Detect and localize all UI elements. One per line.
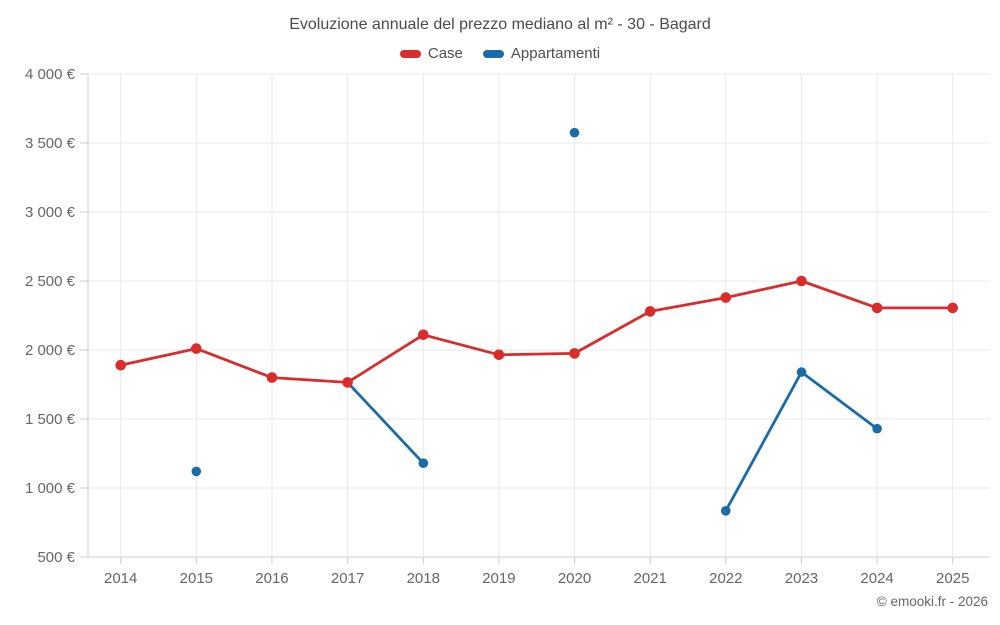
appartamenti-point-2015[interactable] [191,466,202,477]
x-tick-label-2014: 2014 [104,570,137,587]
x-tick-label-2017: 2017 [331,570,364,587]
case-point-2016[interactable] [266,372,278,383]
legend-marker-case [399,49,421,58]
x-tick-label-2015: 2015 [180,570,213,587]
case-point-2020[interactable] [569,348,580,359]
appartamenti-point-2018[interactable] [418,458,429,469]
legend-label-appartamenti: Appartamenti [510,45,601,62]
series-line-appartamenti [346,370,879,513]
x-tick-label-2022: 2022 [709,570,742,587]
legend-marker-appartamenti [482,49,504,58]
x-tick-label-2019: 2019 [482,570,515,587]
attribution: © emooki.fr - 2026 [876,594,988,609]
y-tick-label: 1 000 € [25,480,76,497]
appartamenti-point-2023[interactable] [796,367,807,377]
case-point-2019[interactable] [493,349,505,361]
appartamenti-point-2020[interactable] [569,127,580,138]
appartamenti-point-2022[interactable] [721,506,731,516]
case-point-2025[interactable] [947,302,958,314]
case-point-2015[interactable] [191,343,202,354]
legend-item-appartamenti[interactable]: Appartamenti [482,45,601,62]
case-point-2014[interactable] [115,359,126,371]
legend-label-case: Case [427,45,463,62]
case-point-2017[interactable] [342,377,353,388]
series-line-case [119,279,955,384]
appartamenti-point-2024[interactable] [872,423,882,434]
x-tick-label-2021: 2021 [633,570,666,587]
x-tick-label-2018: 2018 [407,570,440,587]
case-point-2021[interactable] [644,306,656,317]
case-point-2018[interactable] [418,329,429,341]
chart-legend: Case Appartamenti [0,45,1000,62]
case-point-2024[interactable] [871,302,883,314]
y-tick-label: 2 000 € [25,342,76,359]
legend-item-case[interactable]: Case [399,45,463,62]
x-tick-label-2023: 2023 [785,570,818,587]
case-point-2022[interactable] [720,292,732,303]
x-tick-label-2020: 2020 [558,570,591,587]
y-tick-label: 3 000 € [25,204,76,221]
chart-title: Evoluzione annuale del prezzo mediano al… [289,16,711,33]
y-tick-label: 2 500 € [25,273,76,290]
x-tick-label-2016: 2016 [255,570,288,587]
x-tick-label-2025: 2025 [936,570,969,587]
x-tick-label-2024: 2024 [860,570,893,587]
case-point-2023[interactable] [796,275,807,287]
y-tick-label: 500 € [37,549,75,566]
y-tick-label: 3 500 € [25,135,76,152]
y-tick-label: 1 500 € [25,411,76,428]
y-tick-label: 4 000 € [25,66,76,83]
